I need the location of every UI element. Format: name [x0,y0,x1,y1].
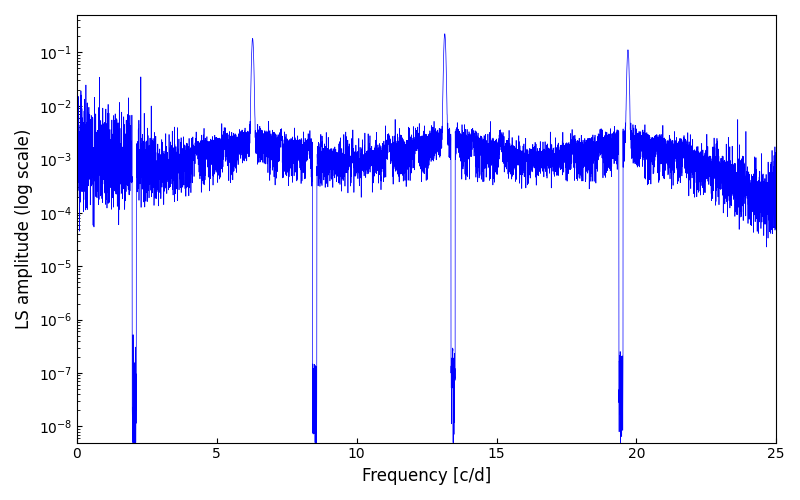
X-axis label: Frequency [c/d]: Frequency [c/d] [362,467,491,485]
Y-axis label: LS amplitude (log scale): LS amplitude (log scale) [15,128,33,329]
